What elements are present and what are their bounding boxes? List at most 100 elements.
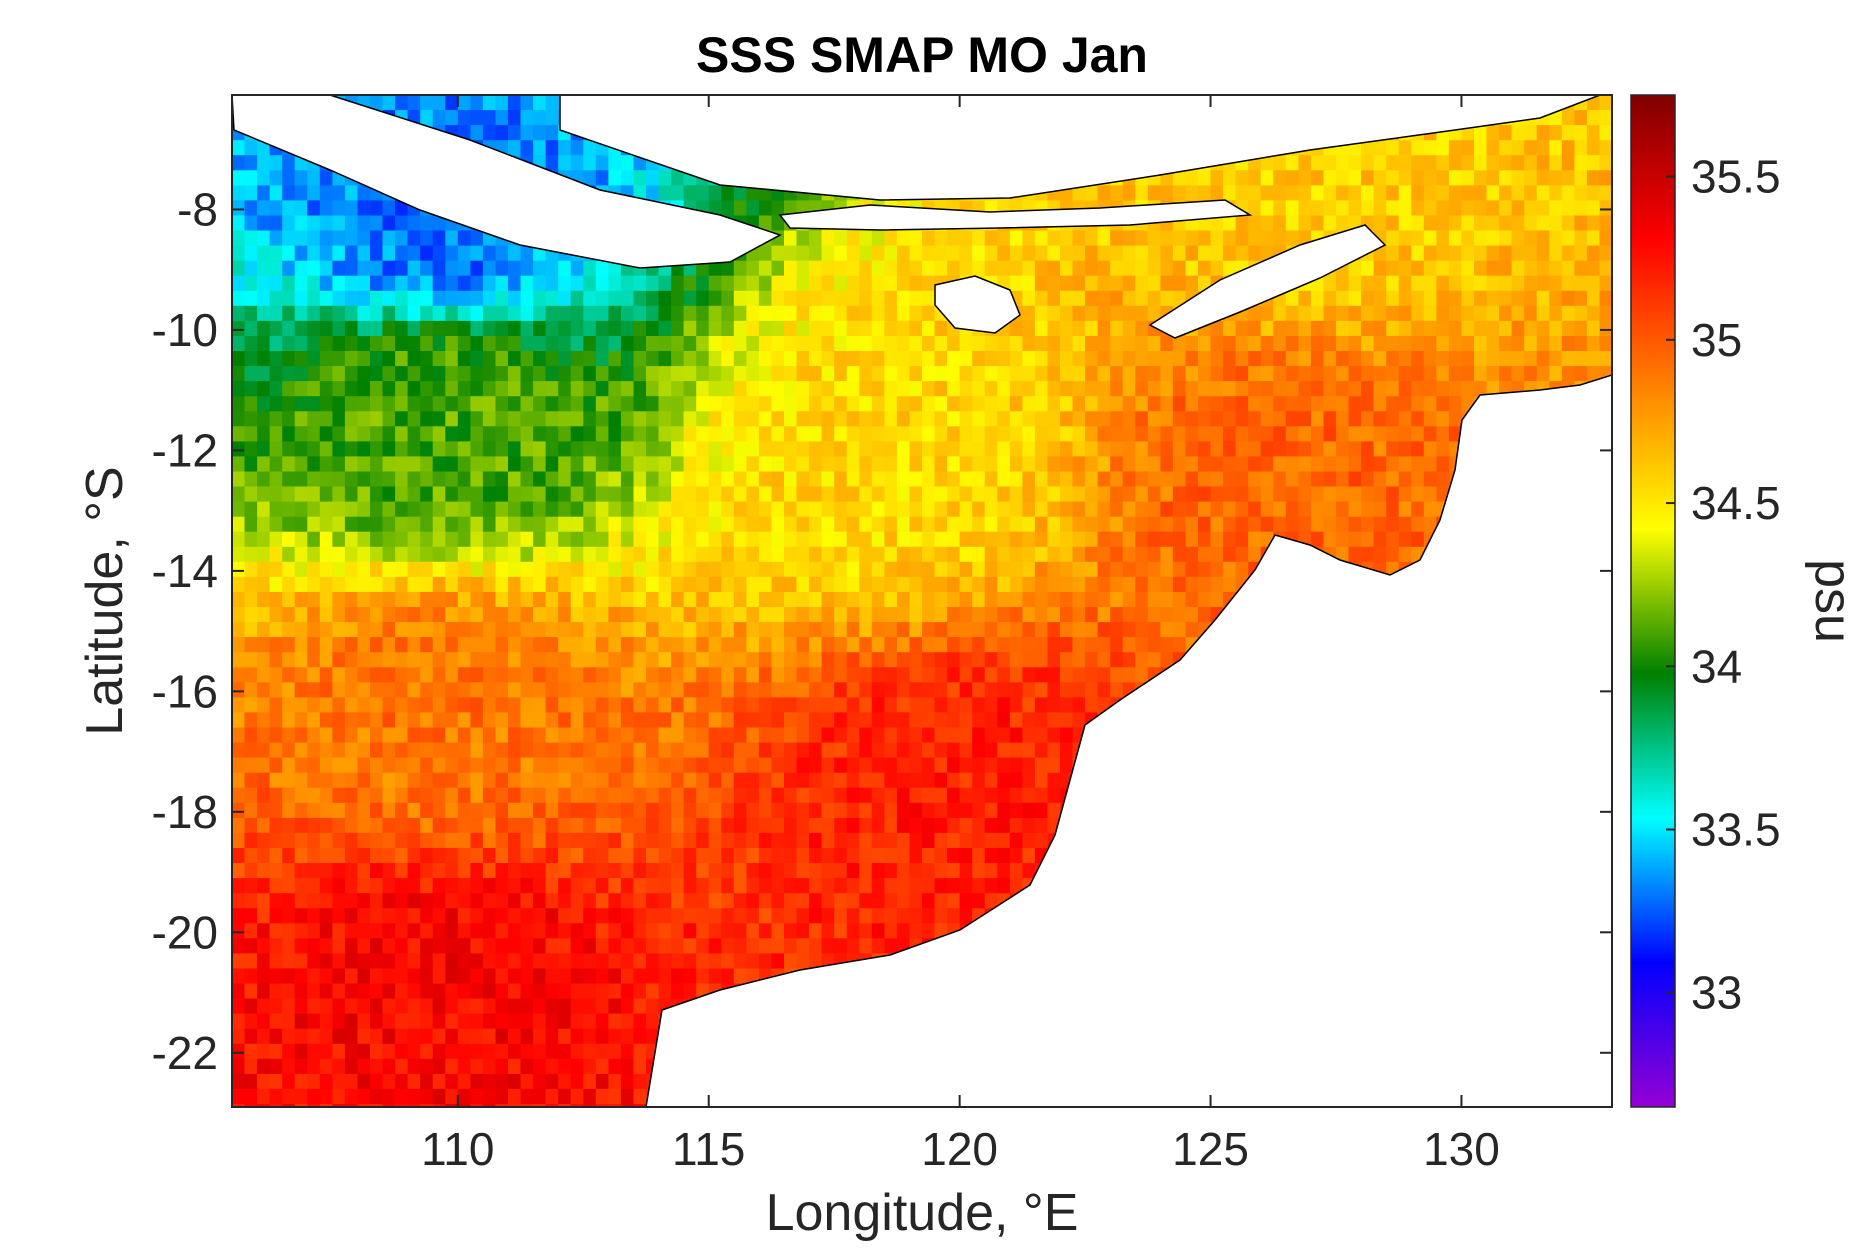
heat-cell	[595, 516, 609, 533]
heat-cell	[457, 607, 471, 623]
heat-cell	[520, 260, 534, 277]
heat-cell	[382, 426, 396, 442]
heat-cell	[809, 757, 823, 774]
heat-cell	[407, 411, 421, 427]
heat-cell	[1097, 682, 1111, 698]
heat-cell	[269, 320, 283, 337]
heat-cell	[909, 607, 923, 623]
heat-cell	[721, 546, 735, 563]
heat-cell	[846, 501, 860, 518]
heat-cell	[708, 772, 722, 789]
heat-cell	[1260, 185, 1274, 202]
heat-cell	[420, 260, 434, 277]
heat-cell	[1060, 260, 1074, 277]
heat-cell	[671, 742, 685, 759]
heat-cell	[1172, 456, 1186, 473]
heat-cell	[1273, 215, 1287, 232]
heat-cell	[633, 622, 647, 638]
heat-cell	[1072, 185, 1086, 202]
heat-cell	[407, 260, 421, 277]
heat-cell	[508, 396, 522, 412]
heat-cell	[1072, 381, 1086, 397]
heat-cell	[1022, 245, 1036, 262]
heat-cell	[1160, 381, 1174, 397]
heat-cell	[382, 366, 396, 382]
heat-cell	[520, 682, 534, 698]
heat-cell	[1223, 320, 1237, 337]
heat-cell	[884, 727, 898, 744]
heat-cell	[319, 336, 333, 352]
heat-cell	[445, 426, 459, 442]
heat-cell	[1147, 471, 1161, 488]
heat-cell	[294, 682, 308, 698]
heat-cell	[520, 546, 534, 563]
heat-cell	[1110, 667, 1124, 683]
heat-cell	[1561, 336, 1575, 352]
heat-cell	[1047, 336, 1061, 352]
heat-cell	[545, 607, 559, 623]
heat-cell	[457, 320, 471, 337]
heat-cell	[344, 305, 358, 322]
heat-cell	[1172, 381, 1186, 397]
heat-cell	[545, 320, 559, 337]
heat-cell	[809, 772, 823, 789]
heat-cell	[821, 622, 835, 638]
heat-cell	[871, 396, 885, 412]
heat-cell	[558, 622, 572, 638]
heat-cell	[1072, 305, 1086, 322]
heat-cell	[1172, 245, 1186, 262]
heat-cell	[1135, 622, 1149, 638]
heat-cell	[1022, 305, 1036, 322]
heat-cell	[1060, 622, 1074, 638]
heat-cell	[633, 772, 647, 789]
heat-cell	[344, 275, 358, 292]
heat-cell	[382, 486, 396, 503]
heat-cell	[307, 667, 321, 683]
heat-cell	[533, 336, 547, 352]
heat-cell	[583, 742, 597, 759]
heat-cell	[771, 546, 785, 563]
heat-cell	[1248, 426, 1262, 442]
heat-cell	[382, 381, 396, 397]
heat-cell	[570, 275, 584, 292]
heat-cell	[658, 697, 672, 714]
heat-cell	[608, 441, 622, 458]
heat-cell	[508, 125, 522, 141]
heat-cell	[382, 320, 396, 337]
heat-cell	[232, 712, 246, 729]
heat-cell	[508, 411, 522, 427]
heat-cell	[545, 366, 559, 382]
heat-cell	[1411, 396, 1425, 412]
heat-cell	[508, 712, 522, 729]
heat-cell	[1072, 456, 1086, 473]
heat-cell	[1561, 230, 1575, 247]
heat-cell	[1198, 486, 1212, 503]
heat-cell	[570, 351, 584, 367]
heat-cell	[1097, 531, 1111, 548]
heat-cell	[1260, 501, 1274, 518]
heat-cell	[696, 471, 710, 488]
heat-cell	[533, 697, 547, 714]
heat-cell	[1110, 396, 1124, 412]
heat-cell	[307, 501, 321, 518]
heat-cell	[859, 366, 873, 382]
heat-cell	[382, 697, 396, 714]
heat-cell	[294, 592, 308, 608]
heat-cell	[1398, 516, 1412, 533]
heat-cell	[1361, 471, 1375, 488]
heat-cell	[746, 561, 760, 578]
heat-cell	[357, 441, 371, 458]
heat-cell	[608, 426, 622, 442]
heat-cell	[1474, 320, 1488, 337]
heat-cell	[1361, 486, 1375, 503]
heat-cell	[370, 757, 384, 774]
heat-cell	[1172, 336, 1186, 352]
heat-cell	[232, 155, 246, 171]
heat-cell	[809, 275, 823, 292]
heat-cell	[1135, 441, 1149, 458]
heat-cell	[470, 110, 484, 126]
heat-cell	[1411, 441, 1425, 458]
heat-cell	[821, 727, 835, 744]
heat-cell	[909, 320, 923, 337]
heat-cell	[370, 230, 384, 247]
